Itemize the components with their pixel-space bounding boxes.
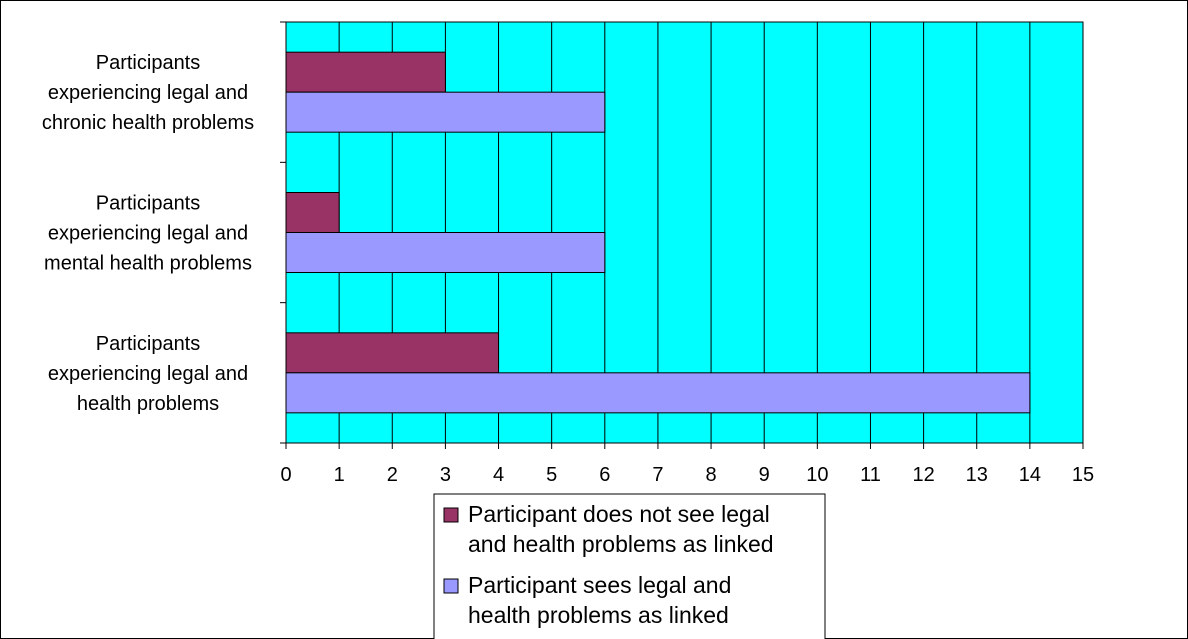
bar [285,332,500,374]
x-tick-label: 12 [912,464,934,486]
category-label-line: Participants [96,52,201,74]
x-tick-label: 8 [706,464,717,486]
category-label: Participants experiencing legal and chroni… [42,52,254,134]
legend-label-line: and health problems as linked [468,531,774,557]
legend: Participant does not see legal and health… [433,493,826,639]
x-tick-label: 13 [966,464,988,486]
legend-swatch [443,578,459,594]
x-tick-label: 15 [1072,464,1094,486]
x-tick-label: 11 [860,464,881,486]
category-label: Participants experiencing legal and health… [48,333,248,415]
x-tick-label: 5 [546,464,557,486]
legend-label: Participant sees legal and health problem… [468,572,731,628]
legend-swatch [443,507,459,523]
x-tick-label: 9 [759,464,770,486]
x-tick-label: 10 [806,464,828,486]
x-tick-label: 2 [387,464,398,486]
legend-label-line: Participant does not see legal [468,501,770,527]
bar [285,192,340,233]
category-label-line: Participants [96,193,201,215]
x-tick-label: 0 [280,464,291,486]
bar [285,51,446,93]
category-labels: Participants experiencing legal and chroni… [42,52,254,415]
category-label-line: experiencing legal and [48,82,248,104]
x-tick-label: 1 [334,464,345,486]
legend-label-line: Participant sees legal and [468,572,731,598]
category-label-line: chronic health problems [42,112,254,134]
x-tick-label: 7 [652,464,663,486]
category-label-line: health problems [77,393,219,415]
bar [285,91,606,133]
x-tick-label: 6 [599,464,610,486]
category-label-line: experiencing legal and [48,363,248,385]
x-tick-label: 14 [1019,464,1041,486]
bars [285,51,1031,414]
category-label-line: experiencing legal and [48,223,248,245]
bar [285,372,1031,414]
category-label: Participants experiencing legal and mental… [44,193,252,275]
legend-label-line: health problems as linked [468,602,729,628]
x-tick-label: 3 [440,464,451,486]
category-label-line: Participants [96,333,201,355]
x-axis: 0 1 2 3 4 5 6 7 8 9 10 11 12 13 14 15 [280,21,1094,486]
x-tick-label: 4 [493,464,504,486]
category-label-line: mental health problems [44,253,252,275]
legend-box [433,493,826,639]
bar [285,232,606,273]
legend-label: Participant does not see legal and health… [468,501,774,557]
